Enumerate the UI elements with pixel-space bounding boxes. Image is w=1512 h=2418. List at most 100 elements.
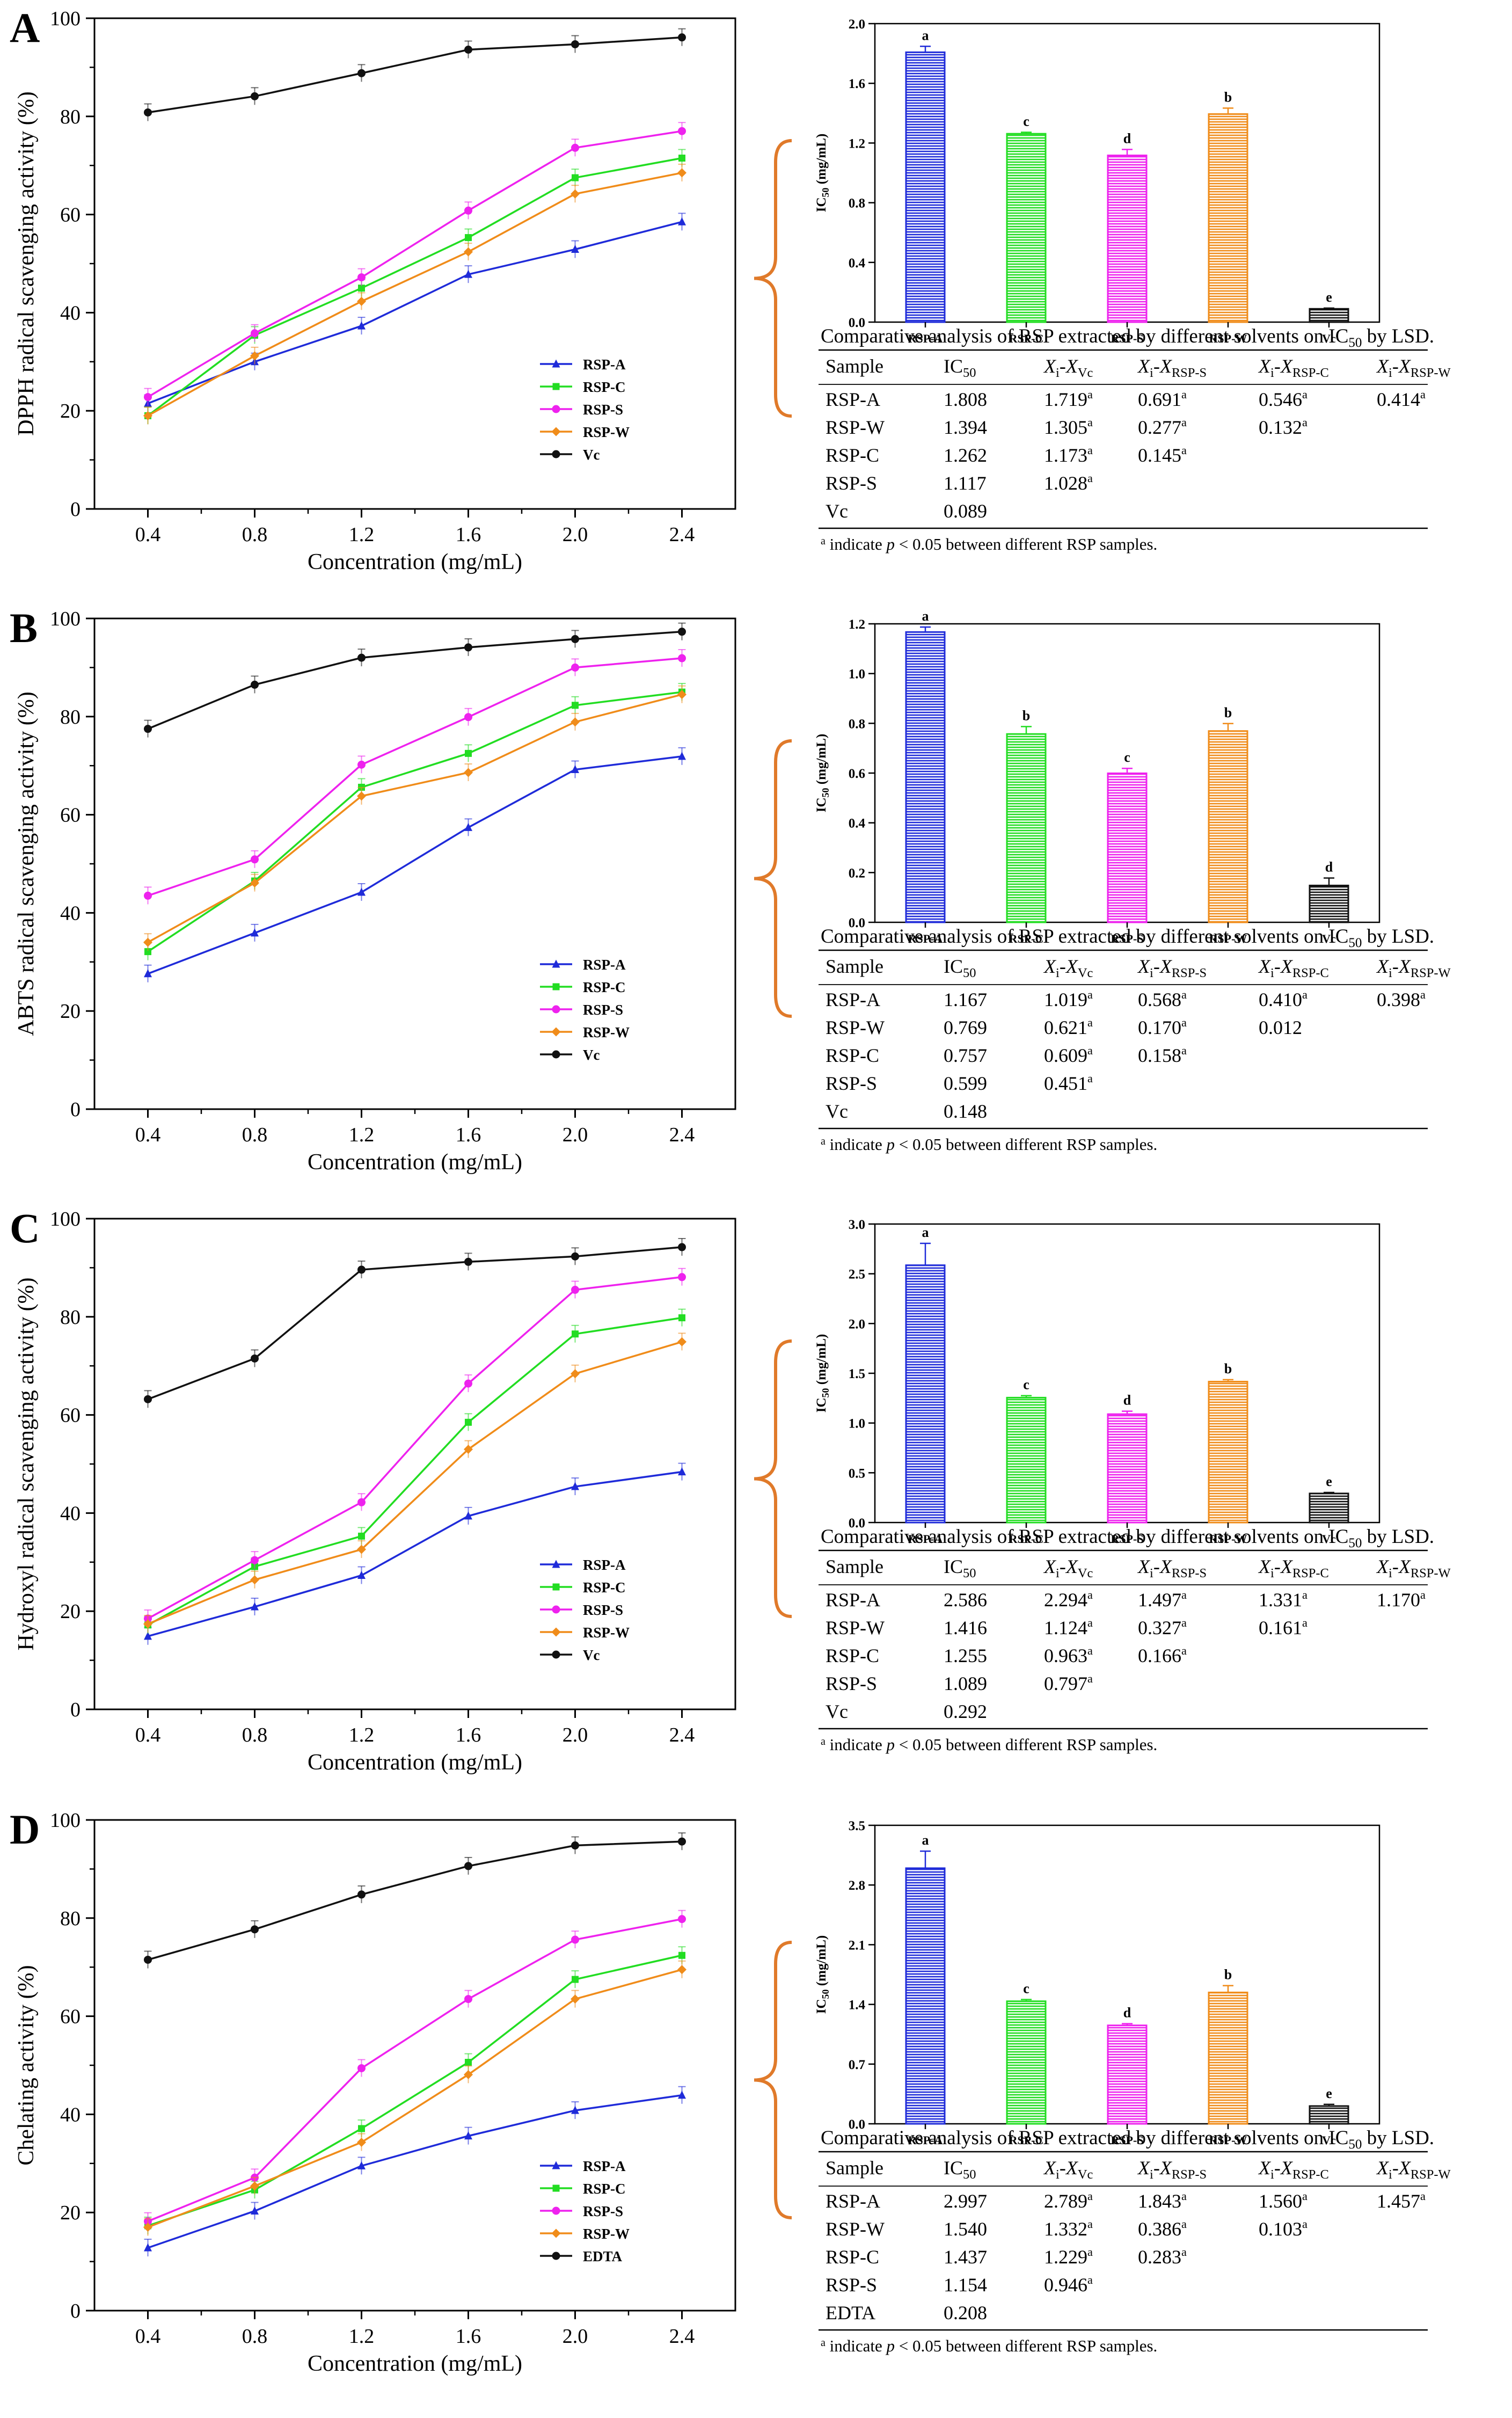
table-header-cell: Sample	[826, 1556, 883, 1577]
significance-letter: c	[1023, 113, 1029, 129]
legend-label: RSP-W	[583, 1625, 630, 1641]
table-header-cell: Xi-XRSP-S	[1137, 956, 1207, 980]
table-cell: RSP-C	[826, 445, 879, 466]
y-axis-label: Hydroxyl radical scavenging activity (%)	[14, 1277, 39, 1650]
marker-circle	[571, 1252, 579, 1261]
table-cell: Vc	[826, 1101, 848, 1122]
series-RSP-A	[144, 2086, 686, 2257]
table-header-cell: Xi-XRSP-W	[1376, 956, 1451, 980]
table-cell: 1.394	[944, 417, 987, 438]
series-line	[147, 693, 682, 943]
marker-diamond	[677, 690, 686, 700]
x-tick-label: 0.4	[135, 523, 161, 546]
marker-diamond	[143, 937, 152, 947]
significance-letter: e	[1326, 2086, 1332, 2101]
significance-letter: d	[1123, 2005, 1131, 2021]
table-header-cell: Xi-XRSP-C	[1258, 956, 1329, 980]
marker-diamond	[571, 1994, 580, 2004]
x-axis-label: Concentration (mg/mL)	[308, 2351, 522, 2376]
marker-circle	[552, 2206, 560, 2215]
series-RSP-A	[144, 747, 686, 982]
marker-circle	[251, 92, 259, 100]
y-tick-label: 0.4	[849, 817, 866, 831]
line-chart-D: 0 20 40 60 80 100 0.4 0.8 1.2 1.6 2.0 2.4 Concentrat…	[10, 1806, 736, 2376]
marker-circle	[571, 1286, 579, 1294]
x-tick-label: Vc	[1322, 932, 1336, 945]
table-cell: 0.148	[944, 1101, 987, 1122]
table-cell: RSP-S	[826, 2274, 877, 2296]
legend-label: Vc	[583, 447, 600, 463]
marker-diamond	[143, 1619, 152, 1629]
table-cell: RSP-C	[826, 1645, 879, 1666]
y-tick-label: 0	[70, 1098, 81, 1121]
table-caption: Comparative analysis of RSP extracted by…	[821, 1526, 1434, 1550]
legend-label: RSP-S	[583, 402, 623, 418]
marker-diamond	[250, 1575, 259, 1585]
legend-label: RSP-S	[583, 1602, 623, 1618]
marker-circle	[464, 206, 472, 215]
table-cell: EDTA	[826, 2302, 875, 2324]
marker-circle	[678, 1837, 686, 1846]
bar-RSP-C	[1006, 733, 1047, 923]
bar-RSP-C	[1006, 133, 1047, 323]
y-tick-label: 3.5	[849, 1819, 865, 1833]
significance-letter: b	[1224, 1967, 1232, 1983]
legend-label: RSP-A	[583, 2158, 626, 2174]
x-tick-label: 2.4	[669, 1724, 695, 1746]
marker-circle	[678, 1243, 686, 1251]
marker-triangle	[144, 1632, 152, 1640]
x-tick-label: 0.8	[242, 1124, 268, 1146]
table-cell: 0.546a	[1259, 388, 1308, 410]
marker-square	[552, 1583, 560, 1591]
y-tick-label: 80	[60, 706, 81, 729]
marker-circle	[357, 760, 366, 769]
table-cell: 0.414a	[1377, 388, 1426, 410]
x-tick-label: 1.6	[456, 1724, 481, 1746]
comparison-table: Comparative analysis of RSP extracted by…	[819, 926, 1451, 1154]
table-cell: 1.332a	[1044, 2217, 1093, 2240]
x-tick-label: 1.2	[349, 1124, 375, 1146]
series-EDTA	[144, 1832, 686, 1969]
y-tick-label: 0.2	[849, 866, 865, 880]
table-cell: 1.560a	[1259, 2189, 1308, 2212]
table-cell: 0.103a	[1259, 2217, 1308, 2240]
marker-circle	[144, 725, 152, 733]
legend: RSP-A RSP-C RSP-S RSP-W Vc	[540, 356, 630, 463]
marker-circle	[552, 405, 560, 413]
series-line	[147, 1918, 682, 2223]
marker-circle	[678, 1915, 686, 1924]
series-line	[147, 755, 682, 975]
table-cell: 1.808	[944, 389, 987, 410]
x-tick-label: 0.8	[242, 523, 268, 546]
marker-square	[358, 285, 365, 292]
marker-circle	[251, 1556, 259, 1564]
marker-triangle	[552, 1560, 560, 1568]
y-tick-label: 40	[60, 302, 81, 324]
table-cell: RSP-A	[826, 2190, 880, 2212]
table-footnote: a indicate p < 0.05 between different RS…	[821, 1735, 1157, 1754]
table-cell: 0.609a	[1044, 1044, 1093, 1066]
y-tick-label: 80	[60, 1907, 81, 1930]
y-tick-label: 0.0	[849, 916, 865, 930]
bar-Vc	[1309, 884, 1349, 923]
table-cell: 2.294a	[1044, 1588, 1093, 1611]
table-cell: 1.437	[944, 2246, 987, 2268]
series-line	[147, 1954, 682, 2227]
marker-square	[678, 154, 685, 162]
legend-label: RSP-S	[583, 1002, 623, 1018]
marker-triangle	[571, 2106, 579, 2114]
marker-diamond	[551, 427, 561, 436]
x-tick-label: 2.4	[669, 523, 695, 546]
x-tick-label: RSP-W	[1209, 932, 1247, 945]
y-tick-label: 1.6	[849, 77, 865, 91]
x-tick-label: 2.0	[563, 1124, 588, 1146]
table-cell: RSP-W	[826, 1617, 885, 1638]
table-cell: 0.012	[1259, 1017, 1302, 1038]
table-header-cell: Xi-XRSP-C	[1258, 2157, 1329, 2182]
marker-circle	[144, 108, 152, 116]
table-cell: 1.170a	[1377, 1588, 1426, 1611]
marker-square	[465, 2059, 472, 2066]
marker-circle	[678, 127, 686, 135]
x-tick-label: 0.4	[135, 1124, 161, 1146]
table-header-cell: Xi-XRSP-W	[1376, 2157, 1451, 2182]
